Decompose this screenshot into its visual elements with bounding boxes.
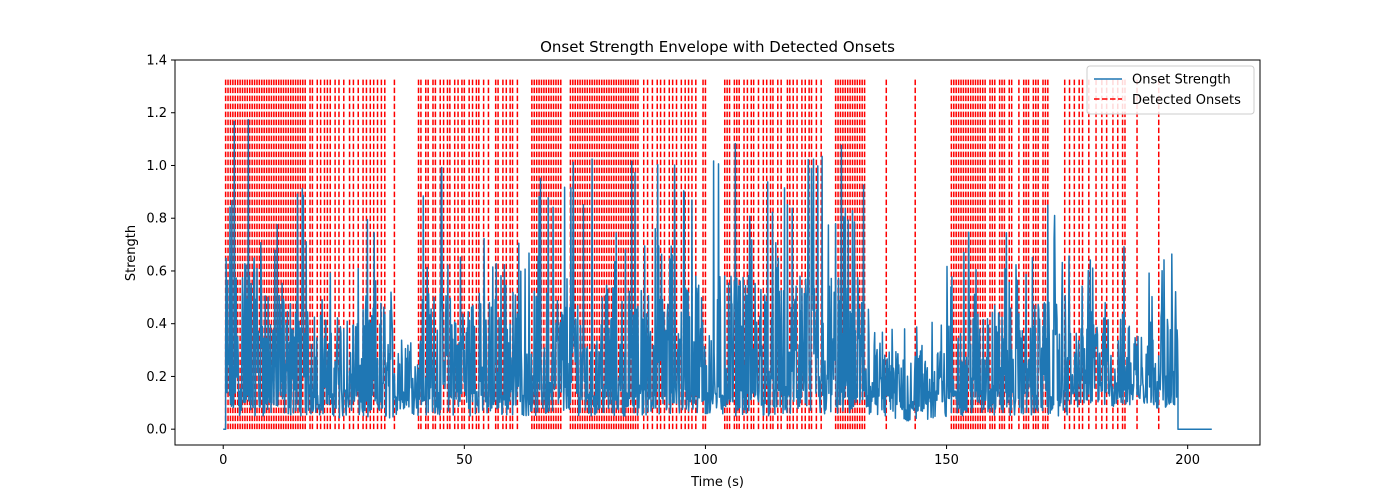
x-tick-label: 150 [934,453,959,468]
legend: Onset Strength Detected Onsets [1086,65,1255,115]
plot-frame [174,59,1261,446]
x-axis-ticks: 0 50 100 150 200 [219,445,1200,468]
y-tick-label: 1.4 [146,54,167,69]
onset-strength-layer [223,119,1212,430]
x-tick-label: 100 [693,453,718,468]
y-tick-label: 0.4 [146,317,167,332]
legend-label-onset-strength: Onset Strength [1132,73,1231,88]
y-axis-label: Strength [124,225,139,281]
x-tick-label: 200 [1175,453,1200,468]
y-tick-label: 0.0 [146,423,167,438]
y-tick-label: 0.2 [146,370,167,385]
y-tick-label: 1.0 [146,159,167,174]
y-tick-label: 0.6 [146,264,167,279]
chart-title: Onset Strength Envelope with Detected On… [540,38,895,56]
onset-strength-line [223,119,1212,430]
x-axis-label: Time (s) [690,475,744,490]
y-tick-label: 1.2 [146,106,167,121]
legend-box [1086,65,1255,115]
y-tick-label: 0.8 [146,212,167,227]
y-axis-ticks: 0.0 0.2 0.4 0.6 0.8 1.0 1.2 1.4 [146,54,175,438]
legend-label-detected-onsets: Detected Onsets [1132,93,1241,108]
x-tick-label: 50 [456,453,473,468]
x-tick-label: 0 [219,453,227,468]
